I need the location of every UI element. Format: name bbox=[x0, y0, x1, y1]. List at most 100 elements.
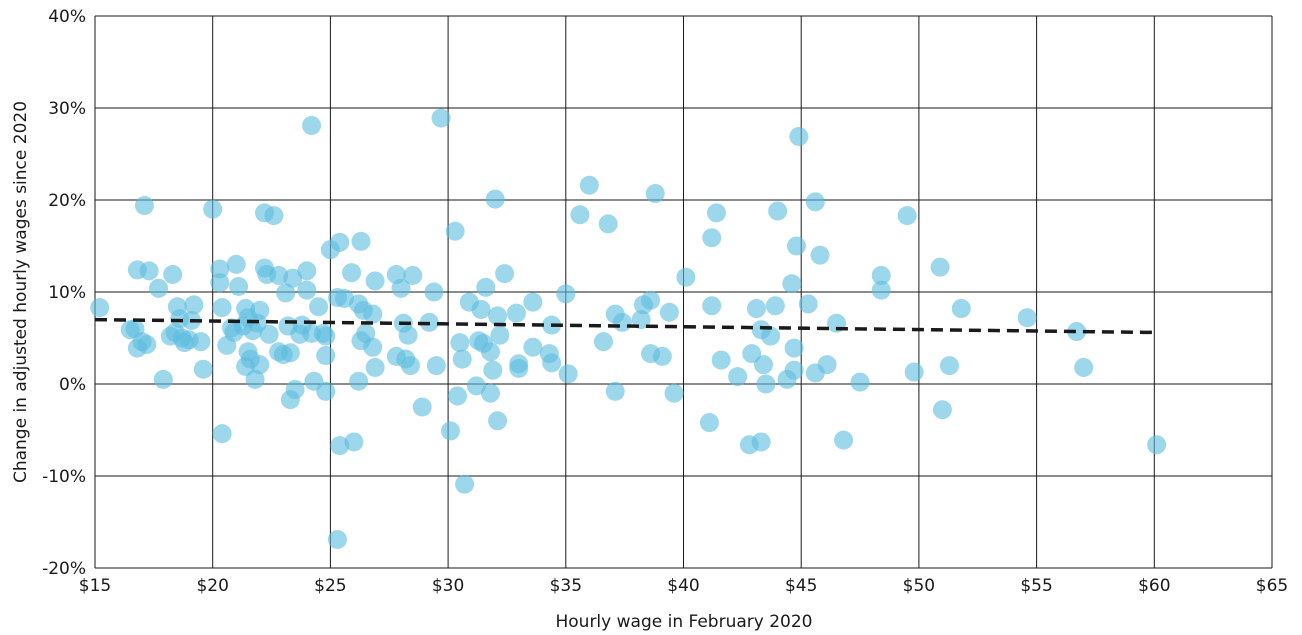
data-point bbox=[229, 276, 249, 296]
data-point bbox=[163, 265, 183, 285]
data-point bbox=[711, 350, 731, 370]
data-point bbox=[448, 386, 468, 406]
trend-line-group bbox=[94, 317, 1157, 335]
data-point bbox=[269, 265, 289, 285]
data-point bbox=[904, 362, 924, 382]
data-point bbox=[426, 356, 446, 376]
data-point bbox=[761, 326, 781, 346]
data-point bbox=[805, 192, 825, 212]
data-point bbox=[139, 261, 159, 281]
data-point bbox=[283, 268, 303, 288]
data-point bbox=[203, 199, 223, 219]
data-point bbox=[765, 296, 785, 316]
data-point bbox=[570, 205, 590, 225]
data-point bbox=[605, 381, 625, 401]
data-point bbox=[784, 338, 804, 358]
data-point bbox=[455, 474, 475, 494]
data-point bbox=[871, 280, 891, 300]
data-point bbox=[316, 326, 336, 346]
data-point bbox=[756, 374, 776, 394]
y-tick-label: 0% bbox=[59, 375, 86, 395]
data-point bbox=[365, 357, 385, 377]
data-point bbox=[834, 430, 854, 450]
data-point bbox=[1074, 357, 1094, 377]
data-point bbox=[363, 337, 383, 357]
data-point bbox=[452, 349, 472, 369]
data-point bbox=[751, 432, 771, 452]
x-axis-label: Hourly wage in February 2020 bbox=[555, 612, 812, 632]
data-point bbox=[810, 245, 830, 265]
data-point bbox=[450, 333, 470, 353]
data-point bbox=[784, 360, 804, 380]
data-point bbox=[940, 356, 960, 376]
data-point bbox=[297, 261, 317, 281]
data-point bbox=[754, 355, 774, 375]
data-point bbox=[264, 206, 284, 226]
data-point bbox=[579, 175, 599, 195]
data-point bbox=[612, 312, 632, 332]
x-tick-label: $55 bbox=[1020, 576, 1052, 596]
data-point bbox=[445, 221, 465, 241]
x-tick-label: $40 bbox=[667, 576, 699, 596]
data-point bbox=[485, 189, 505, 209]
x-tick-label: $20 bbox=[196, 576, 228, 596]
data-point bbox=[506, 303, 526, 323]
data-point bbox=[365, 271, 385, 291]
data-point bbox=[523, 292, 543, 312]
data-point bbox=[149, 278, 169, 298]
data-point bbox=[930, 257, 950, 277]
data-point bbox=[631, 310, 651, 330]
x-tick-label: $65 bbox=[1256, 576, 1288, 596]
data-point bbox=[212, 424, 232, 444]
data-point bbox=[483, 360, 503, 380]
data-point bbox=[488, 411, 508, 431]
data-point bbox=[398, 325, 418, 345]
data-point bbox=[652, 346, 672, 366]
data-point bbox=[786, 236, 806, 256]
y-tick-label: -10% bbox=[42, 467, 86, 487]
data-point bbox=[1067, 322, 1087, 342]
data-point bbox=[558, 364, 578, 384]
x-axis-ticks: $15 $20 $25 $30 $35 $40 $45 $50 $55 $60 $65 bbox=[79, 576, 1288, 596]
x-tick-label: $25 bbox=[314, 576, 346, 596]
data-point bbox=[210, 259, 230, 279]
data-point bbox=[212, 298, 232, 318]
y-tick-label: 10% bbox=[48, 283, 86, 303]
data-point bbox=[932, 400, 952, 420]
data-point bbox=[598, 214, 618, 234]
data-point bbox=[702, 296, 722, 316]
data-point bbox=[480, 383, 500, 403]
data-point bbox=[309, 297, 329, 317]
data-point bbox=[509, 358, 529, 378]
data-point bbox=[250, 355, 270, 375]
y-tick-label: 20% bbox=[48, 191, 86, 211]
data-point bbox=[699, 413, 719, 433]
data-point bbox=[259, 324, 279, 344]
data-point bbox=[400, 356, 420, 376]
data-point bbox=[676, 267, 696, 287]
data-point bbox=[782, 274, 802, 294]
data-point bbox=[1017, 308, 1037, 328]
data-point bbox=[134, 196, 154, 216]
x-tick-label: $15 bbox=[79, 576, 111, 596]
data-point bbox=[327, 529, 347, 549]
data-point bbox=[316, 345, 336, 365]
data-point bbox=[193, 359, 213, 379]
data-point bbox=[412, 397, 432, 417]
data-point bbox=[280, 343, 300, 363]
data-point bbox=[471, 299, 491, 319]
data-point bbox=[490, 325, 510, 345]
data-point bbox=[664, 383, 684, 403]
data-point bbox=[871, 265, 891, 285]
data-point bbox=[191, 332, 211, 352]
data-point bbox=[659, 302, 679, 322]
y-tick-label: 30% bbox=[48, 99, 86, 119]
data-point bbox=[285, 380, 305, 400]
data-point bbox=[706, 203, 726, 223]
data-point bbox=[702, 228, 722, 248]
data-point bbox=[210, 273, 230, 293]
data-point bbox=[466, 376, 486, 396]
x-tick-label: $45 bbox=[785, 576, 817, 596]
data-point bbox=[330, 232, 350, 252]
data-point bbox=[850, 372, 870, 392]
